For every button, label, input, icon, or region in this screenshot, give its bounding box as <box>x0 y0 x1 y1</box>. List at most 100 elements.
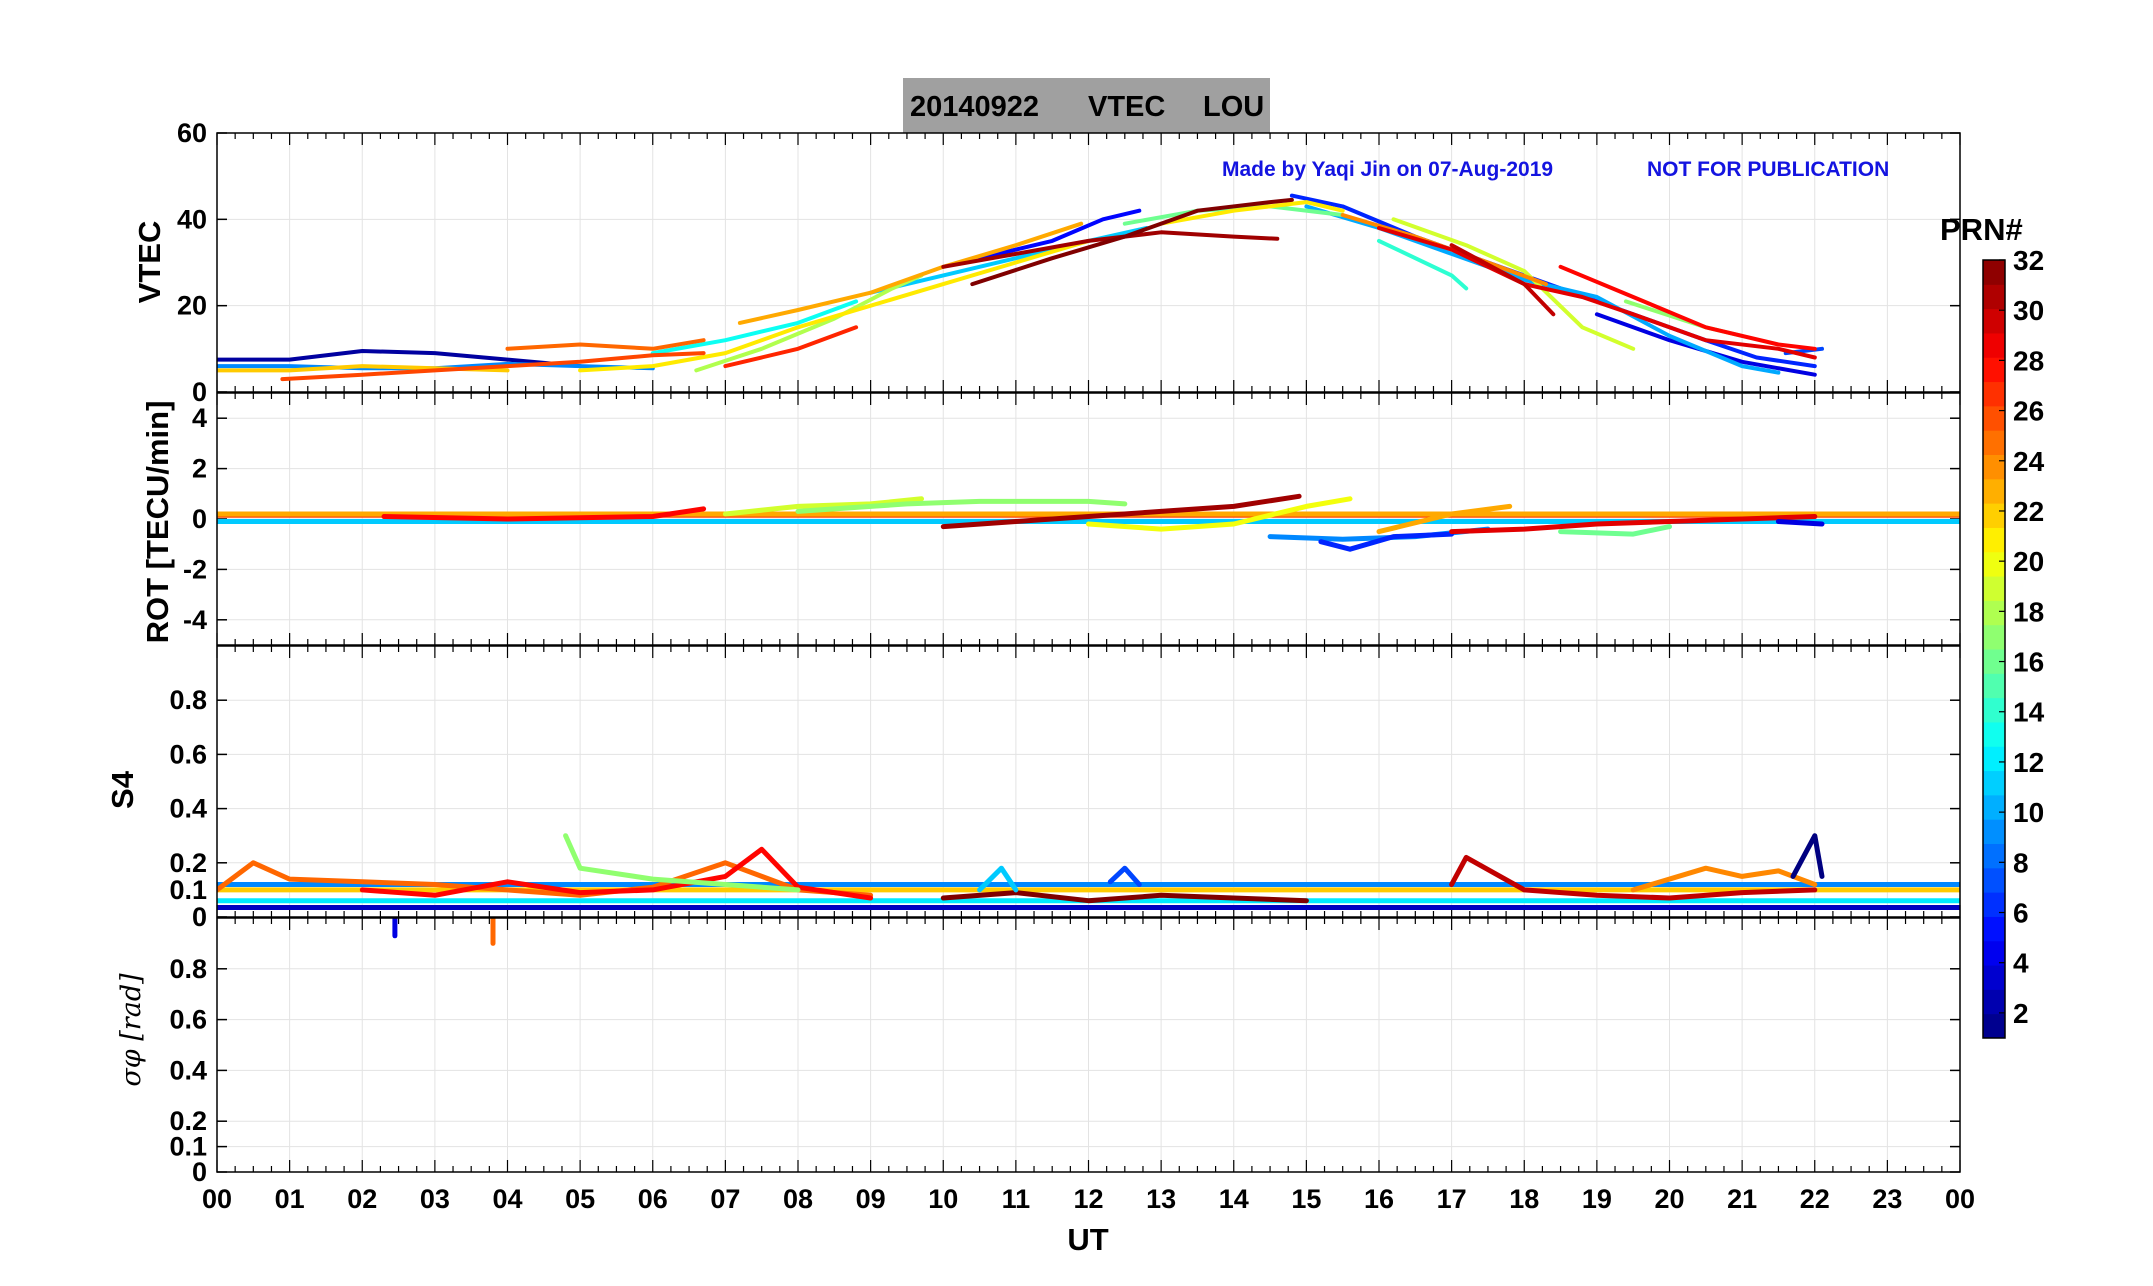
colorbar-segment <box>1983 721 2005 747</box>
rot-series-prn-31 <box>940 493 1302 530</box>
s4-panel: 00.10.2 0.4 0.6 0.8 <box>169 645 1961 932</box>
watermark-credit: Made by Yaqi Jin on 07-Aug-2019 <box>1222 158 1553 181</box>
vtec-frame <box>216 132 1961 393</box>
s4-ylabel: S4 <box>105 770 140 809</box>
colorbar-segment <box>1983 649 2005 674</box>
colorbar-segment <box>1983 600 2005 626</box>
colorbar-segment <box>1983 697 2005 723</box>
s4-series-prn-1 <box>1790 833 1825 879</box>
rot-ytick-label: 0 <box>192 504 207 534</box>
s4-ytick-label: 0 <box>192 902 207 932</box>
rot-series-group <box>217 493 1960 552</box>
rot-series-prn-19 <box>722 496 924 517</box>
vtec-series-prn-13 <box>650 299 859 356</box>
colorbar-label: PRN# <box>1940 212 2023 247</box>
colorbar-tick-label: 4 <box>2013 948 2029 979</box>
colorbar-segment <box>1983 746 2005 772</box>
colorbar-segment <box>1983 843 2005 869</box>
sigma-phi-ytick-label: 0.4 <box>169 1055 207 1085</box>
colorbar-segment <box>1983 405 2005 431</box>
title-station: LOU <box>1203 91 1264 123</box>
colorbar-segment <box>1983 624 2005 650</box>
rot-ytick-label: -2 <box>183 554 207 584</box>
vtec-series-prn-2 <box>217 349 583 369</box>
x-tick-label: 01 <box>275 1184 305 1214</box>
x-tick-label: 15 <box>1291 1184 1321 1214</box>
x-tick-label: 19 <box>1582 1184 1612 1214</box>
sigma-phi-ytick-label: 0.8 <box>169 954 207 984</box>
rot-ytick-label: -4 <box>183 605 207 635</box>
colorbar-segment <box>1983 260 2005 285</box>
rot-ytick-label: 2 <box>192 454 207 484</box>
rot-series-prn-4 <box>1775 519 1825 527</box>
vtec-series-group <box>217 193 1824 382</box>
x-tick-label: 03 <box>420 1184 450 1214</box>
x-axis-label: UT <box>1067 1222 1108 1257</box>
rot-series-prn-28 <box>381 506 707 522</box>
vtec-series-prn-26 <box>280 351 706 382</box>
colorbar-segment <box>1983 357 2005 383</box>
colorbar-tick-label: 24 <box>2013 446 2045 477</box>
x-tick-label: 21 <box>1727 1184 1757 1214</box>
colorbar-segment <box>1983 989 2005 1015</box>
colorbar-tick-label: 28 <box>2013 345 2044 376</box>
colorbar-tick-label: 22 <box>2013 496 2044 527</box>
sigma-phi-ylabel-group: σφ [rad] <box>116 973 147 1087</box>
vtec-ytick-label: 0 <box>192 377 207 407</box>
x-tick-label: 08 <box>783 1184 813 1214</box>
s4-ytick-label: 0.1 <box>169 875 207 905</box>
vtec-ylabel: VTEC <box>132 221 167 304</box>
rot-ylabel: ROT [TECU/min] <box>140 401 175 644</box>
colorbar-tick-label: 2 <box>2013 998 2029 1029</box>
sigma-phi-series-group <box>392 918 496 946</box>
watermark-notice: NOT FOR PUBLICATION <box>1647 158 1889 181</box>
sigma-phi-ytick-label: 0.6 <box>169 1005 207 1035</box>
x-tick-label: 18 <box>1509 1184 1539 1214</box>
x-tick-label: 02 <box>347 1184 377 1214</box>
vtec-series-prn-14 <box>1377 238 1469 291</box>
colorbar-segment <box>1983 867 2005 893</box>
rot-ytick-label: 4 <box>192 403 207 433</box>
vtec-series-prn-28 <box>1558 264 1817 351</box>
x-tick-label: 00 <box>1945 1184 1975 1214</box>
x-tick-label: 11 <box>1002 1184 1031 1214</box>
x-tick-label: 09 <box>856 1184 886 1214</box>
x-tick-label: 20 <box>1654 1184 1684 1214</box>
vtec-series-prn-18 <box>694 273 924 373</box>
s4-series-prn-32 <box>940 890 1309 904</box>
vtec-series-prn-30 <box>1449 243 1556 317</box>
x-tick-label: 23 <box>1872 1184 1902 1214</box>
colorbar-segment <box>1983 892 2005 917</box>
colorbar-tick-label: 8 <box>2013 847 2029 878</box>
colorbar-segment <box>1983 381 2005 407</box>
rot-series-prn-16 <box>1558 524 1672 537</box>
vtec-panel: 0 20 40 60 <box>177 118 1961 407</box>
rot-series-prn-23 <box>1376 503 1513 535</box>
colorbar-tick-label: 14 <box>2013 697 2045 728</box>
colorbar-segment <box>1983 527 2005 553</box>
colorbar-tick-label: 16 <box>2013 647 2044 678</box>
rot-series-prn-20 <box>1086 496 1353 532</box>
s4-series-group <box>217 833 1960 910</box>
colorbar-frame <box>1982 259 2006 1039</box>
vtec-ytick-label: 40 <box>177 204 207 234</box>
sigma-phi-panel: 00.10.2 0.4 0.6 0.8 <box>169 917 1961 1187</box>
colorbar-tick-label: 26 <box>2013 396 2044 427</box>
x-tick-labels: 00 01 02 03 04 05 06 07 08 09 10 11 12 13 14 15 16 17 18 19… <box>202 1184 1975 1214</box>
x-tick-label: 17 <box>1437 1184 1467 1214</box>
x-tick-label: 04 <box>492 1184 522 1214</box>
title-box: 20140922 VTEC LOU <box>903 78 1270 133</box>
s4-series-prn-11 <box>977 865 1019 893</box>
vtec-ytick-label: 60 <box>177 118 207 148</box>
x-tick-label: 10 <box>928 1184 958 1214</box>
colorbar-segment <box>1983 284 2005 310</box>
s4-ytick-label: 0.4 <box>169 794 207 824</box>
s4-series-prn-24 <box>1630 865 1818 893</box>
vtec-series-prn-32 <box>970 197 1294 287</box>
colorbar-segment <box>1983 478 2005 504</box>
colorbar-segment <box>1983 332 2005 358</box>
vtec-series-prn-29 <box>1377 226 1817 360</box>
x-tick-label: 05 <box>565 1184 595 1214</box>
